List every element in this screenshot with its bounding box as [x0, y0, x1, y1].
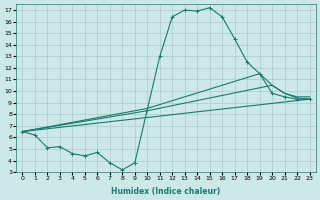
X-axis label: Humidex (Indice chaleur): Humidex (Indice chaleur) — [111, 187, 221, 196]
